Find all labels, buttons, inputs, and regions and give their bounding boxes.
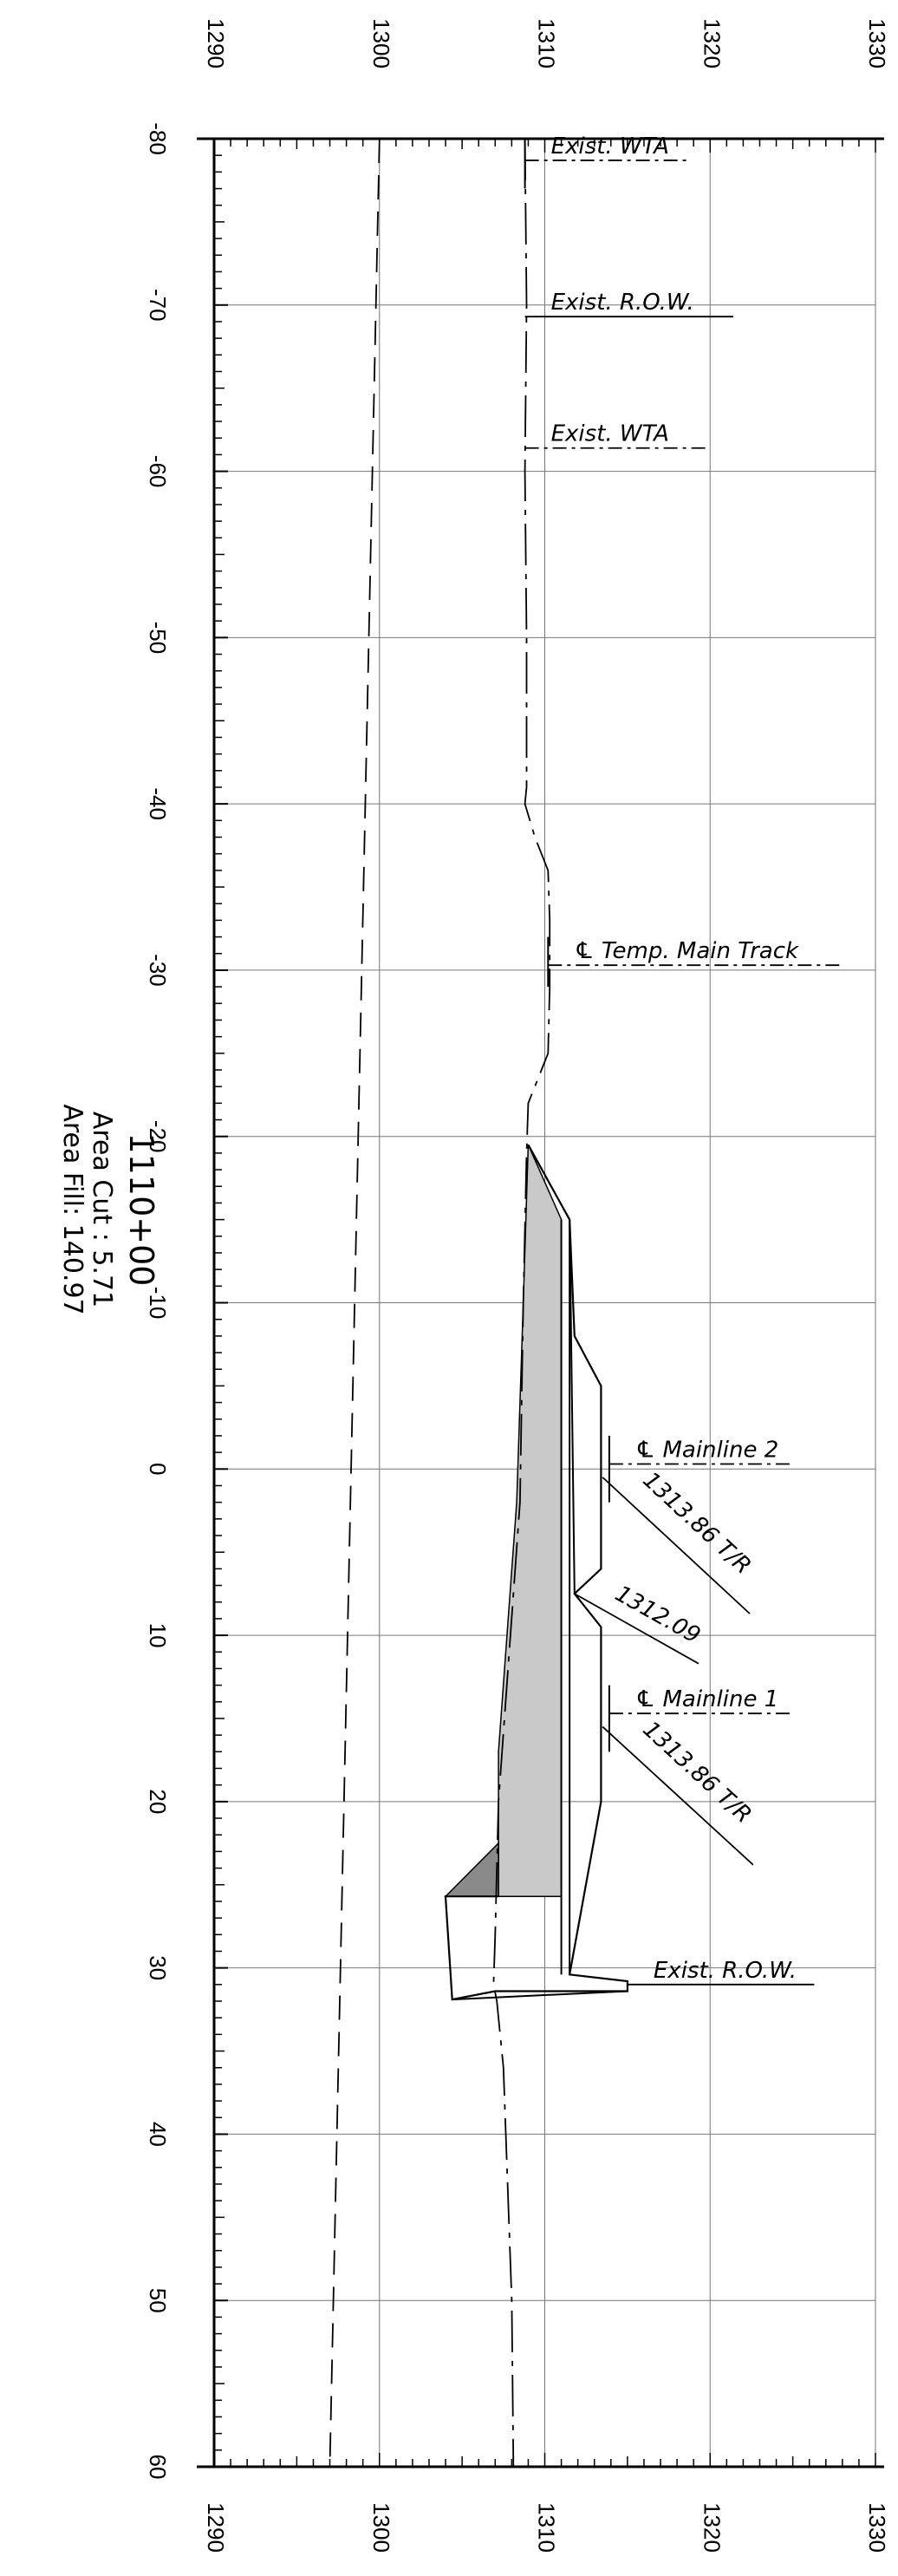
offset-tick-label: 0: [145, 1463, 171, 1475]
callout-mid-elev-leader: [574, 1593, 700, 1665]
elevation-tick-label-bottom: 1290: [203, 2502, 229, 2553]
existing-ground-line: [492, 138, 551, 2468]
elevation-tick-label-top: 1320: [699, 18, 725, 68]
axis-tick-labels: -80 -70 -60 -50 -40 -30 -20 -10 0 10 20 30 40 50 60 129…: [145, 18, 890, 2553]
template-outline: [444, 1144, 629, 2001]
offset-tick-label: -40: [145, 787, 171, 820]
callout-wta-mid-text: Exist. WTA: [551, 421, 669, 447]
offset-tick-label: -10: [145, 1287, 171, 1320]
callout-tr2-leader: [602, 1477, 751, 1614]
elevation-tick-label-bottom: 1310: [534, 2502, 560, 2553]
offset-tick-label: 60: [145, 2455, 171, 2480]
callout-row-bottom-text: Exist. R.O.W.: [654, 1958, 797, 1984]
callout-row-top-text: Exist. R.O.W.: [551, 290, 694, 316]
offset-tick-label: -20: [145, 1120, 171, 1153]
callout-mainline2-text: ℄ Mainline 2: [635, 1438, 778, 1464]
station-label: 1110+00: [122, 1133, 160, 1287]
callout-tr1-text: 1313.86 T/R: [638, 1717, 757, 1829]
offset-tick-label: -30: [145, 954, 171, 987]
elevation-tick-label-bottom: 1300: [368, 2502, 394, 2553]
elevation-tick-label-bottom: 1320: [699, 2502, 725, 2553]
area-fill-label: Area Fill: 140.97: [57, 1104, 88, 1314]
offset-tick-label: 10: [145, 1623, 171, 1648]
area-cut-label: Area Cut : 5.71: [87, 1112, 117, 1308]
axis-ticks: [213, 138, 876, 2468]
offset-tick-label: -60: [145, 455, 171, 488]
offset-tick-label: -50: [145, 622, 171, 655]
offset-tick-label: -80: [145, 122, 171, 155]
offset-tick-label: 30: [145, 1955, 171, 1980]
elevation-tick-label-top: 1330: [864, 18, 890, 68]
offset-tick-label: 40: [145, 2122, 171, 2147]
profile-lines: [329, 138, 629, 2468]
offset-tick-label: 50: [145, 2288, 171, 2313]
callout-wta-top-text: Exist. WTA: [551, 134, 669, 160]
callout-tr2-text: 1313.86 T/R: [638, 1467, 757, 1580]
elevation-tick-label-bottom: 1330: [864, 2502, 890, 2553]
template-line: [452, 1990, 628, 2001]
elevation-tick-label-top: 1300: [368, 18, 394, 68]
elevation-tick-label-top: 1290: [203, 18, 229, 68]
callout-temp-main-text: ℄ Temp. Main Track: [574, 938, 799, 964]
elevation-tick-label-top: 1310: [534, 18, 560, 68]
fill-area: [498, 1144, 563, 1897]
callout-mid-elev-text: 1312.09: [610, 1581, 704, 1649]
callout-mainline1-text: ℄ Mainline 1: [635, 1686, 778, 1712]
callout-annotations: Exist. WTA Exist. R.O.W. Exist. WTA ℄ Temp.…: [524, 134, 841, 1986]
template-line: [569, 1219, 576, 1595]
section-info: 1110+00 Area Cut : 5.71 Area Fill: 140.9…: [57, 1104, 160, 1314]
callout-tr1-leader: [602, 1725, 754, 1866]
dashed-reference-line: [329, 138, 381, 2468]
cut-area: [444, 1841, 499, 1897]
offset-tick-label: 20: [145, 1789, 171, 1814]
offset-tick-label: -70: [145, 289, 171, 322]
